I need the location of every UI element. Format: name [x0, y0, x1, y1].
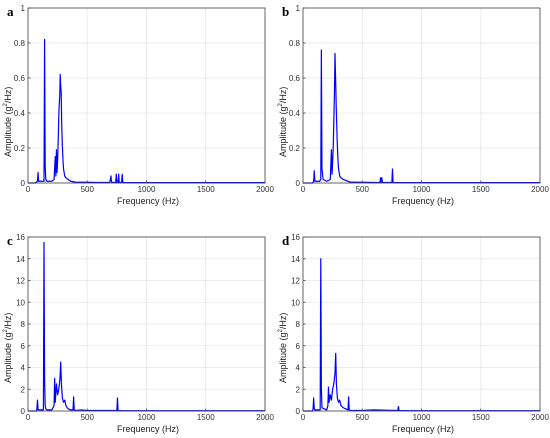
- y-tick-label: 6: [21, 342, 26, 351]
- chart-svg: 0 500 1000 1500 2000 0 2 4 6 8 10 12 14 16: [16, 233, 274, 422]
- y-axis-label-prefix: Amplitude (g: [278, 106, 288, 157]
- x-tick-label: 500: [81, 413, 95, 422]
- x-tick-label: 1000: [413, 185, 431, 194]
- x-axis-label: Frequency (Hz): [117, 196, 180, 206]
- chart-panel-a: 0 500 1000 1500 2000 0 0.2 0.4 0.6 0.8 1 a Amplitu…: [0, 0, 275, 219]
- y-tick-label: 8: [21, 320, 26, 329]
- y-tick-label: 1: [21, 4, 26, 13]
- x-tick-label: 2000: [531, 185, 549, 194]
- x-tick-label: 500: [356, 185, 370, 194]
- y-axis-label-suffix: /Hz): [3, 86, 13, 104]
- y-tick-label: 10: [16, 298, 25, 307]
- x-tick-label: 1000: [413, 413, 431, 422]
- y-tick-label: 10: [291, 298, 300, 307]
- y-axis-label: Amplitude (g2/Hz): [3, 87, 13, 157]
- y-tick-label: 0.2: [289, 144, 301, 153]
- y-tick-label: 16: [16, 233, 25, 242]
- panel-label: c: [7, 233, 13, 248]
- x-tick-label: 1500: [197, 413, 215, 422]
- y-tick-label: 1: [296, 4, 301, 13]
- y-axis-label-suffix: /Hz): [278, 86, 288, 104]
- x-tick-label: 0: [26, 413, 31, 422]
- y-axis-label-prefix: Amplitude (g: [3, 106, 13, 157]
- y-tick-label: 0.8: [14, 39, 26, 48]
- y-tick-label: 12: [291, 277, 300, 286]
- y-tick-label: 0.6: [14, 74, 26, 83]
- y-tick-label: 14: [16, 255, 25, 264]
- x-axis-label: Frequency (Hz): [392, 424, 455, 434]
- series-line: [303, 49, 540, 184]
- y-tick-label: 0.8: [289, 39, 301, 48]
- x-axis-label: Frequency (Hz): [117, 424, 180, 434]
- y-axis-label-sup: 2: [278, 329, 284, 333]
- series-line: [28, 38, 265, 184]
- x-tick-label: 1500: [197, 185, 215, 194]
- series-line: [303, 258, 540, 412]
- y-tick-label: 0: [296, 407, 301, 416]
- x-tick-label: 2000: [256, 413, 274, 422]
- x-tick-label: 2000: [531, 413, 549, 422]
- x-tick-label: 0: [301, 413, 306, 422]
- y-tick-label: 0: [21, 179, 26, 188]
- chart-panel-d: 0 500 1000 1500 2000 0 2 4 6 8 10 12 14 16 d Amplitud…: [275, 219, 550, 438]
- x-tick-label: 500: [81, 185, 95, 194]
- chart-svg: 0 500 1000 1500 2000 0 0.2 0.4 0.6 0.8 1: [289, 4, 550, 194]
- y-axis-label: Amplitude (g2/Hz): [278, 313, 288, 383]
- x-tick-label: 500: [356, 413, 370, 422]
- y-tick-label: 14: [291, 255, 300, 264]
- y-axis-label-sup: 2: [278, 103, 284, 107]
- y-tick-label: 6: [296, 342, 301, 351]
- x-axis-label: Frequency (Hz): [392, 196, 455, 206]
- x-tick-label: 0: [26, 185, 31, 194]
- panel-label: a: [7, 4, 14, 19]
- y-tick-label: 12: [16, 277, 25, 286]
- x-tick-label: 1500: [472, 413, 490, 422]
- chart-panel-c: 0 500 1000 1500 2000 0 2 4 6 8 10 12 14 16 c Amplitud…: [0, 219, 275, 438]
- x-tick-label: 1000: [138, 185, 156, 194]
- y-axis-label-sup: 2: [3, 103, 9, 107]
- y-axis-label-prefix: Amplitude (g: [3, 332, 13, 383]
- y-tick-label: 0.4: [289, 109, 301, 118]
- chart-panel-b: 0 500 1000 1500 2000 0 0.2 0.4 0.6 0.8 1 b Amplitu…: [275, 0, 550, 219]
- chart-svg: 0 500 1000 1500 2000 0 2 4 6 8 10 12 14 16: [291, 233, 549, 422]
- x-tick-label: 2000: [256, 185, 274, 194]
- y-tick-label: 16: [291, 233, 300, 242]
- y-tick-label: 8: [296, 320, 301, 329]
- y-axis-label-suffix: /Hz): [3, 312, 13, 330]
- y-axis-label-suffix: /Hz): [278, 312, 288, 330]
- x-tick-label: 1000: [138, 413, 156, 422]
- y-tick-label: 2: [21, 385, 26, 394]
- y-tick-label: 4: [21, 364, 26, 373]
- panel-label: b: [282, 4, 290, 19]
- y-tick-label: 0.6: [289, 74, 301, 83]
- y-axis-label-sup: 2: [3, 329, 9, 333]
- y-tick-label: 0: [296, 179, 301, 188]
- y-tick-label: 2: [296, 385, 301, 394]
- chart-svg: 0 500 1000 1500 2000 0 0.2 0.4 0.6 0.8 1: [14, 4, 275, 194]
- y-tick-label: 0.4: [14, 109, 26, 118]
- y-tick-label: 0: [21, 407, 26, 416]
- y-axis-label: Amplitude (g2/Hz): [3, 313, 13, 383]
- series-line: [28, 241, 265, 412]
- y-axis-label-prefix: Amplitude (g: [278, 332, 288, 383]
- x-tick-label: 0: [301, 185, 306, 194]
- y-axis-label: Amplitude (g2/Hz): [278, 87, 288, 157]
- y-tick-label: 0.2: [14, 144, 26, 153]
- x-tick-label: 1500: [472, 185, 490, 194]
- panel-label: d: [282, 233, 290, 248]
- y-tick-label: 4: [296, 364, 301, 373]
